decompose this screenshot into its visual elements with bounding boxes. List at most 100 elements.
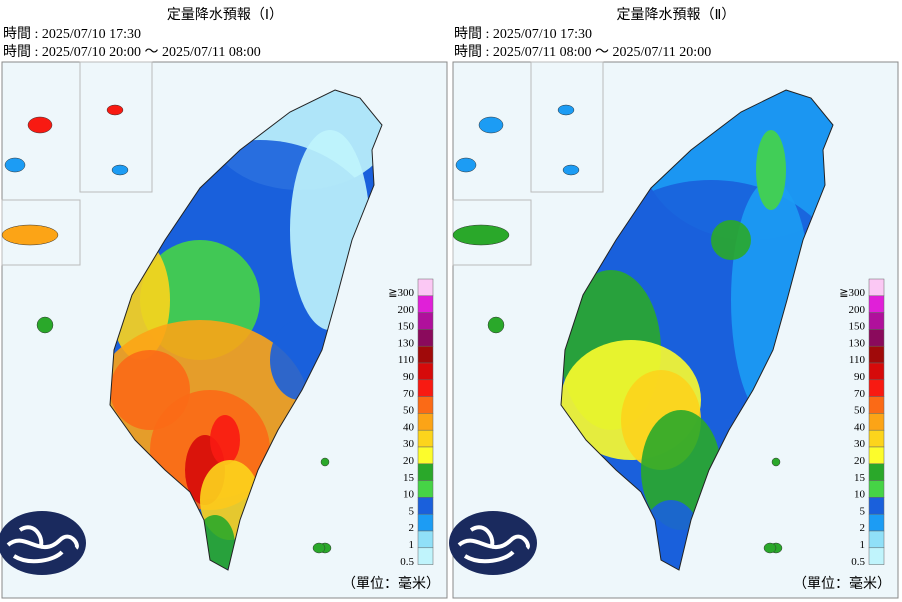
legend-swatch — [868, 362, 885, 381]
legend-label: 5 — [409, 505, 415, 517]
rain-blob — [756, 130, 786, 210]
legend-label: 30 — [854, 438, 866, 450]
legend-swatch — [417, 480, 434, 498]
legend-label: 0.5 — [400, 556, 414, 568]
legend-label: 15 — [403, 472, 415, 484]
legend-label: 70 — [403, 388, 415, 400]
legend-swatch — [868, 497, 885, 515]
legend-swatch — [417, 463, 434, 481]
legend-label: ≧300 — [388, 287, 414, 299]
island — [36, 316, 54, 334]
legend-swatch — [868, 480, 885, 498]
panel: 定量降水預報（Ⅱ） 時間 : 2025/07/10 17:30 時間 : 2025/… — [449, 7, 899, 599]
legend-swatch — [868, 513, 885, 532]
legend-label: 20 — [854, 455, 866, 467]
legend-label: 200 — [398, 304, 415, 316]
legend-label: 130 — [849, 337, 866, 349]
title: 定量降水預報（Ⅰ） — [167, 7, 283, 23]
panel: 定量降水預報（Ⅰ） 時間 : 2025/07/10 17:30 時間 : 2025/… — [0, 7, 448, 599]
legend-swatch — [417, 429, 434, 448]
legend-label: 130 — [398, 337, 415, 349]
legend-swatch — [417, 396, 434, 414]
legend-label: 2 — [860, 522, 866, 534]
legend-label: 15 — [854, 472, 866, 484]
inset-box — [1, 199, 81, 266]
legend-swatch — [417, 329, 434, 347]
legend-label: 200 — [849, 304, 866, 316]
legend-swatch — [868, 429, 885, 448]
legend-label: 110 — [398, 354, 415, 366]
island — [771, 457, 781, 467]
legend-label: 90 — [854, 371, 866, 383]
legend-swatch — [868, 530, 885, 549]
issued-time: 時間 : 2025/07/10 17:30 — [454, 26, 592, 42]
island — [111, 164, 129, 176]
legend-swatch — [868, 547, 885, 565]
island — [27, 116, 53, 134]
legend-swatch — [417, 530, 434, 549]
legend-label: 5 — [860, 505, 866, 517]
rain-blob — [711, 220, 751, 260]
legend-swatch — [417, 345, 434, 364]
island — [320, 457, 330, 467]
legend-swatch — [868, 295, 885, 313]
legend-label: 110 — [849, 354, 866, 366]
logo-swirl — [6, 525, 79, 564]
legend-label: 10 — [403, 489, 415, 501]
legend-label: 1 — [409, 539, 415, 551]
legend-label: 90 — [403, 371, 415, 383]
island — [1, 224, 59, 246]
unit: （單位：毫米） — [342, 575, 440, 592]
legend-swatch — [417, 278, 434, 297]
legend-label: 20 — [403, 455, 415, 467]
island — [452, 224, 510, 246]
legend-label: 50 — [403, 405, 415, 417]
legend-swatch — [868, 396, 885, 414]
island — [562, 164, 580, 176]
legend-label: 40 — [403, 421, 415, 433]
island — [557, 104, 575, 116]
legend-label: 40 — [854, 421, 866, 433]
legend-swatch — [417, 547, 434, 565]
legend-label: 30 — [403, 438, 415, 450]
island — [763, 542, 777, 554]
inset-box — [530, 61, 604, 193]
legend-label: 150 — [849, 321, 866, 333]
unit: （單位：毫米） — [793, 575, 891, 592]
legend-label: ≧300 — [839, 287, 865, 299]
legend-swatch — [417, 312, 434, 330]
legend-label: 50 — [854, 405, 866, 417]
island — [106, 104, 124, 116]
inset-box — [79, 61, 153, 193]
rain-blob — [210, 415, 240, 465]
legend-swatch — [417, 513, 434, 532]
legend-label: 1 — [860, 539, 866, 551]
legend-swatch — [417, 379, 434, 397]
inset-box — [452, 199, 532, 266]
legend-swatch — [868, 329, 885, 347]
legend-swatch — [417, 413, 434, 431]
island — [478, 116, 504, 134]
island — [312, 542, 326, 554]
legend-swatch — [417, 295, 434, 313]
legend-swatch — [417, 362, 434, 381]
legend-label: 2 — [409, 522, 415, 534]
legend-label: 150 — [398, 321, 415, 333]
legend-swatch — [868, 312, 885, 330]
legend-label: 70 — [854, 388, 866, 400]
title: 定量降水預報（Ⅱ） — [617, 7, 736, 23]
legend-label: 0.5 — [851, 556, 865, 568]
legend-swatch — [417, 497, 434, 515]
issued-time: 時間 : 2025/07/10 17:30 — [3, 26, 141, 42]
legend-swatch — [868, 413, 885, 431]
valid-time: 時間 : 2025/07/11 08:00 ～ 2025/07/11 20:00 — [454, 44, 711, 60]
legend-label: 10 — [854, 489, 866, 501]
legend-swatch — [868, 379, 885, 397]
valid-time: 時間 : 2025/07/10 20:00 ～ 2025/07/11 08:00 — [3, 44, 261, 60]
logo-swirl — [457, 525, 530, 564]
island — [455, 157, 477, 173]
legend-swatch — [868, 345, 885, 364]
island — [487, 316, 505, 334]
legend-swatch — [868, 463, 885, 481]
